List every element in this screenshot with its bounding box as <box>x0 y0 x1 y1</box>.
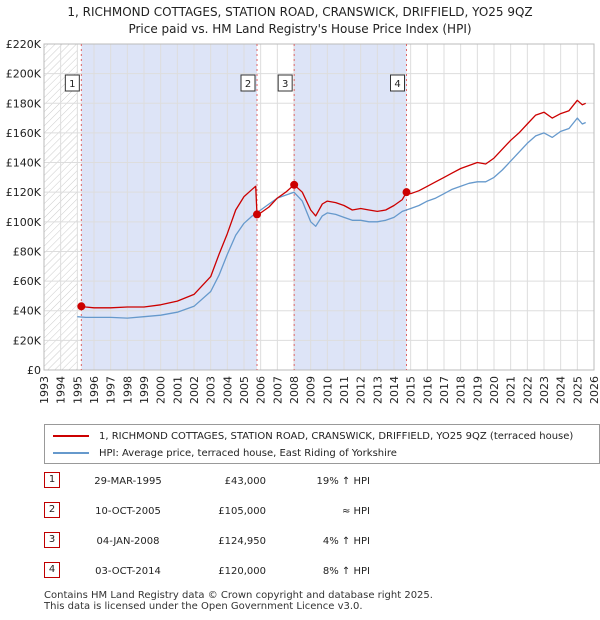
footer-license: This data is licensed under the Open Gov… <box>44 601 363 612</box>
x-tick-label: 2016 <box>421 376 434 404</box>
y-tick-label: £20K <box>13 334 42 347</box>
y-tick-label: £40K <box>13 305 42 318</box>
y-tick-label: £220K <box>6 38 42 51</box>
transaction-price: £43,000 <box>224 476 266 487</box>
sale-label-box <box>390 74 405 92</box>
sale-point <box>253 210 261 219</box>
footer: Contains HM Land Registry data © Crown c… <box>44 590 433 612</box>
x-tick-label: 2003 <box>205 376 218 404</box>
transaction-price: £120,000 <box>218 566 266 577</box>
transaction-date: 04-JAN-2008 <box>96 536 160 547</box>
x-tick-label: 1993 <box>38 376 51 404</box>
sale-label: 2 <box>245 79 251 90</box>
x-tick-label: 1997 <box>105 376 118 404</box>
x-tick-label: 2019 <box>471 376 484 404</box>
y-tick-label: £200K <box>6 68 42 81</box>
x-tick-label: 2020 <box>488 376 501 404</box>
x-tick-label: 2006 <box>255 376 268 404</box>
transaction-badge: 4 <box>44 562 60 578</box>
ownership-shade <box>81 44 257 370</box>
y-tick-label: £140K <box>6 157 42 170</box>
hpi-line <box>77 117 586 319</box>
transaction-price: £124,950 <box>218 536 266 547</box>
ownership-shade <box>294 44 407 370</box>
x-tick-label: 2022 <box>521 376 534 404</box>
transaction-hpi: ≈ HPI <box>341 506 370 517</box>
transaction-price: £105,000 <box>218 506 266 517</box>
x-tick-label: 2017 <box>438 376 451 404</box>
sale-point <box>77 302 86 311</box>
sale-point <box>290 180 299 189</box>
legend-label-property: 1, RICHMOND COTTAGES, STATION ROAD, CRAN… <box>99 430 574 442</box>
x-tick-label: 1998 <box>121 376 134 404</box>
x-tick-label: 1996 <box>88 376 101 404</box>
x-tick-label: 1995 <box>71 376 84 404</box>
transaction-hpi: 4% ↑ HPI <box>322 536 370 547</box>
x-tick-label: 2008 <box>288 376 301 404</box>
chart-title-line1: 1, RICHMOND COTTAGES, STATION ROAD, CRAN… <box>67 5 533 19</box>
transaction-hpi: 19% ↑ HPI <box>316 476 370 487</box>
x-tick-label: 2010 <box>321 376 334 404</box>
legend-label-hpi: HPI: Average price, terraced house, East… <box>99 447 397 459</box>
chart-title: 1, RICHMOND COTTAGES, STATION ROAD, CRAN… <box>0 4 600 38</box>
transaction-badge: 3 <box>44 532 60 548</box>
transaction-date: 10-OCT-2005 <box>95 506 161 517</box>
footer-copyright: Contains HM Land Registry data © Crown c… <box>44 590 433 601</box>
x-tick-label: 2011 <box>338 376 351 404</box>
transaction-row: 2 10-OCT-2005 £105,000 ≈ HPI <box>44 502 584 522</box>
x-tick-label: 2004 <box>221 376 234 404</box>
x-tick-label: 2012 <box>355 376 368 404</box>
transaction-date: 03-OCT-2014 <box>95 566 161 577</box>
plot-frame <box>43 43 595 371</box>
y-tick-label: £60K <box>13 275 42 288</box>
price-chart: £0 £20K £40K £60K £80K £100K £120K £140K £160K £1… <box>6 38 600 404</box>
transaction-badge: 2 <box>44 502 60 518</box>
x-tick-label: 2000 <box>155 376 168 404</box>
transaction-date: 29-MAR-1995 <box>94 476 162 487</box>
x-tick-label: 2007 <box>271 376 284 404</box>
x-tick-label: 1999 <box>138 376 151 404</box>
transaction-row: 3 04-JAN-2008 £124,950 4% ↑ HPI <box>44 532 584 552</box>
x-tick-label: 2001 <box>171 376 184 404</box>
x-tick-label: 2009 <box>305 376 318 404</box>
x-tick-label: 2014 <box>388 376 401 404</box>
sale-label-box <box>277 74 293 92</box>
x-tick-label: 2015 <box>405 376 418 404</box>
legend-item-hpi: HPI: Average price, terraced house, East… <box>53 445 397 461</box>
legend-swatch-property <box>53 435 89 437</box>
legend-swatch-hpi <box>53 452 89 454</box>
y-tick-label: £100K <box>6 216 42 229</box>
x-tick-label: 2002 <box>188 376 201 404</box>
transaction-hpi: 8% ↑ HPI <box>322 566 370 577</box>
transaction-row: 1 29-MAR-1995 £43,000 19% ↑ HPI <box>44 472 584 492</box>
x-tick-label: 2023 <box>538 376 551 404</box>
chart-title-line2: Price paid vs. HM Land Registry's House … <box>128 22 472 36</box>
x-tick-label: 2024 <box>555 376 568 404</box>
x-tick-label: 2018 <box>455 376 468 404</box>
sale-label-box <box>64 74 80 92</box>
x-tick-label: 2021 <box>505 376 518 404</box>
property-price-line <box>81 99 586 309</box>
sale-label: 4 <box>394 79 400 90</box>
y-tick-label: £0 <box>27 364 41 377</box>
y-tick-label: £160K <box>6 127 42 140</box>
sale-label: 3 <box>282 79 288 90</box>
x-tick-label: 2025 <box>571 376 584 404</box>
transaction-row: 4 03-OCT-2014 £120,000 8% ↑ HPI <box>44 562 584 582</box>
x-tick-label: 2005 <box>238 376 251 404</box>
transaction-badge: 1 <box>44 472 60 488</box>
x-tick-label: 2026 <box>588 376 600 404</box>
sale-label: 1 <box>69 79 75 90</box>
y-tick-label: £80K <box>13 245 42 258</box>
sale-point <box>402 188 411 197</box>
legend-item-property: 1, RICHMOND COTTAGES, STATION ROAD, CRAN… <box>53 428 573 444</box>
y-tick-label: £120K <box>6 186 42 199</box>
x-tick-label: 1994 <box>55 376 68 404</box>
sale-label-box <box>240 74 256 92</box>
x-tick-label: 2013 <box>371 376 384 404</box>
y-tick-label: £180K <box>6 97 42 110</box>
legend: 1, RICHMOND COTTAGES, STATION ROAD, CRAN… <box>44 424 600 464</box>
